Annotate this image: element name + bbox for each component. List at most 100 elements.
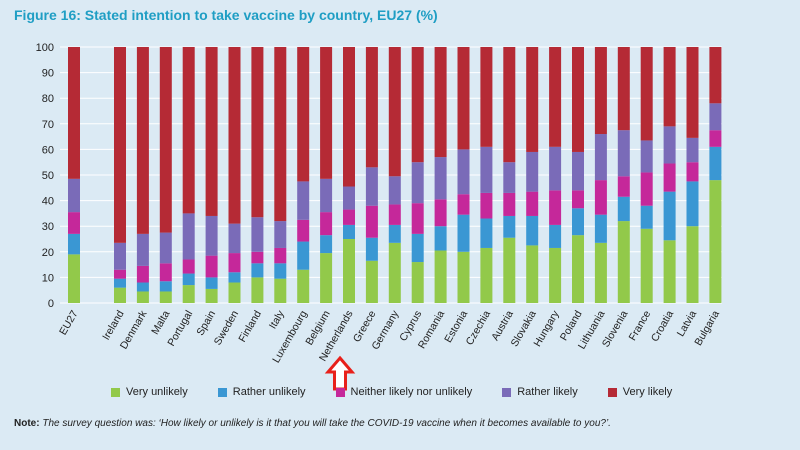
bar-segment (205, 255, 218, 278)
y-tick-label: 40 (42, 196, 54, 208)
bar-segment (182, 259, 195, 274)
bar-segment (640, 140, 653, 173)
legend-swatch (111, 387, 120, 397)
bar-segment (159, 232, 172, 264)
bar-segment (114, 242, 126, 270)
bar-segment (228, 47, 241, 224)
bar-segment (526, 245, 539, 303)
bar-segment (159, 281, 172, 292)
bar-segment (686, 162, 699, 182)
bar-segment (251, 263, 264, 278)
chart-title: Figure 16: Stated intention to take vacc… (14, 7, 438, 23)
bar-segment (297, 241, 310, 270)
bar-segment (136, 47, 149, 234)
bar-segment (297, 47, 310, 182)
legend-item: Very likely (607, 386, 673, 398)
bar-segment (594, 242, 607, 303)
y-tick-label: 50 (42, 170, 54, 182)
bar-segment (343, 47, 355, 187)
bar-segment (434, 157, 447, 200)
bar-segment (594, 214, 607, 243)
bar-segment (434, 47, 447, 158)
legend-item: Rather unlikely (217, 386, 306, 398)
bar-segment (503, 237, 516, 303)
y-tick-label: 10 (42, 272, 54, 284)
bar-segment (68, 212, 80, 234)
bar-segment (228, 223, 241, 254)
bar-segment (251, 251, 264, 264)
bar-segment (594, 180, 607, 215)
bar-segment (526, 151, 539, 192)
bar-segment (617, 176, 630, 197)
bar-segment (457, 214, 470, 252)
bar-segment (365, 205, 378, 238)
bar-segment (343, 224, 355, 239)
bar-segment (182, 47, 195, 214)
y-tick-label: 90 (42, 68, 54, 80)
bar-segment (136, 265, 149, 283)
bar-segment (572, 235, 584, 303)
bar-segment (68, 254, 80, 303)
legend-item: Very unlikely (111, 386, 188, 398)
bar-segment (114, 278, 126, 288)
bar-segment (572, 47, 584, 152)
bar-segment (480, 146, 493, 193)
bar-segment (205, 277, 218, 289)
bar-segment (136, 291, 149, 303)
legend-label: Very likely (622, 386, 673, 398)
bar-segment (274, 263, 287, 279)
legend-label: Neither likely nor unlikely (350, 386, 473, 398)
chart-legend: Very unlikely Rather unlikely Neither like… (111, 386, 672, 398)
bar-segment (343, 209, 355, 225)
y-tick-label: 80 (42, 93, 54, 105)
bar-segment (480, 247, 493, 303)
bar-segment (663, 126, 676, 164)
bar-segment (205, 288, 218, 303)
y-tick-label: 70 (42, 119, 54, 131)
bar-segment (572, 190, 584, 209)
bar-segment (686, 181, 699, 227)
bar-segment (434, 226, 447, 251)
bar-segment (205, 47, 218, 216)
bar-segment (709, 130, 722, 147)
legend-label: Rather likely (517, 386, 578, 398)
bar-segment (526, 47, 539, 152)
arrow-shape (324, 355, 356, 391)
bar-segment (365, 237, 378, 261)
category-label: Malta (149, 308, 172, 336)
bar-segment (709, 146, 722, 181)
bar-segment (320, 47, 333, 179)
bar-segment (526, 191, 539, 216)
bar-segment (297, 219, 310, 242)
bar-segment (68, 178, 80, 213)
bar-segment (411, 47, 424, 163)
category-label: Latvia (675, 308, 699, 338)
y-tick-label: 0 (48, 298, 54, 310)
bar-segment (297, 269, 310, 303)
bar-segment (320, 235, 333, 254)
category-label: Finland (236, 308, 264, 344)
bar-segment (686, 47, 699, 138)
bar-segment (617, 196, 630, 222)
bar-segment (572, 208, 584, 236)
bar-segment (320, 253, 333, 303)
bar-segment (663, 47, 676, 127)
bar-segment (320, 212, 333, 236)
category-label: EU27 (57, 308, 81, 337)
bar-segment (159, 263, 172, 282)
bar-segment (457, 47, 470, 150)
bar-segment (365, 260, 378, 303)
bar-segment (68, 233, 80, 255)
bar-segment (709, 103, 722, 131)
bar-segment (114, 269, 126, 279)
category-label: Italy (267, 308, 287, 331)
legend-swatch (607, 387, 617, 397)
bar-segment (388, 47, 401, 177)
bar-segment (663, 163, 676, 192)
bar-segment (549, 247, 562, 303)
bar-segment (549, 224, 562, 248)
legend-swatch (217, 387, 227, 397)
bar-segment (365, 167, 378, 206)
bar-segment (182, 285, 195, 303)
bar-segment (114, 287, 126, 303)
